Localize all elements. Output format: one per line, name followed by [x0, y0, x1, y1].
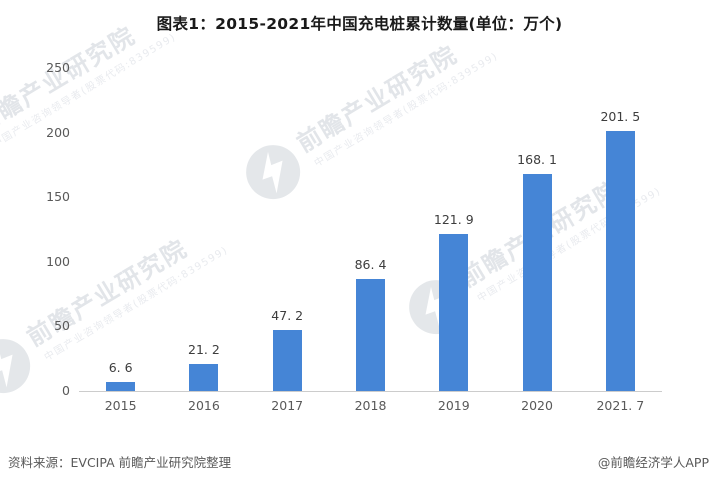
y-axis-tick-label: 150 [46, 189, 70, 205]
bar-2020 [522, 173, 552, 391]
watermark-subtext: 中国产业咨询领导者(股票代码:839599) [312, 50, 501, 170]
watermark-subtext: 中国产业咨询领导者(股票代码:839599) [0, 31, 179, 151]
bar-2016 [189, 363, 219, 391]
bar-2021.7 [605, 130, 635, 391]
bar-2015 [106, 382, 136, 391]
y-axis-tick-label: 200 [46, 124, 70, 140]
y-axis-tick-label: 50 [54, 318, 70, 334]
x-axis-tick-label: 2020 [521, 398, 553, 413]
bar-value-label: 121. 9 [433, 211, 474, 227]
bar-value-label: 86. 4 [354, 257, 387, 273]
x-axis-tick-label: 2018 [354, 398, 387, 413]
x-axis-tick-label: 2019 [437, 398, 470, 413]
bar-value-label: 6. 6 [108, 360, 133, 376]
x-axis-tick-label: 2016 [188, 398, 220, 413]
bar-2018 [356, 279, 385, 391]
x-axis-tick-label: 2021. 7 [596, 398, 645, 413]
credit-note: @前瞻经济学人APP [597, 455, 709, 470]
bar-value-label: 201. 5 [600, 108, 641, 124]
source-note: 资料来源：EVCIPA 前瞻产业研究院整理 [8, 455, 232, 470]
chart-title: 图表1：2015-2021年中国充电桩累计数量(单位：万个) [156, 15, 563, 33]
bar-value-label: 21. 2 [188, 341, 220, 357]
y-axis-tick-label: 250 [46, 60, 70, 75]
bar-2019 [439, 233, 469, 391]
x-axis-tick-label: 2017 [271, 398, 304, 413]
watermark-subtext: 中国产业咨询领导者(股票代码:839599) [475, 185, 664, 305]
y-axis-tick-label: 100 [46, 253, 70, 269]
bar-2017 [272, 330, 302, 391]
y-axis-tick-label: 0 [62, 383, 70, 398]
watermark-text: 前瞻产业研究院 [292, 40, 463, 158]
qianzhan-logo-icon [246, 145, 301, 200]
bar-value-label: 47. 2 [271, 308, 304, 324]
watermark: 前瞻产业研究院 中国产业咨询领导者(股票代码:839599) [235, 16, 505, 211]
x-axis-line [79, 391, 662, 392]
x-axis-tick-label: 2015 [104, 398, 137, 413]
bar-value-label: 168. 1 [517, 151, 557, 167]
